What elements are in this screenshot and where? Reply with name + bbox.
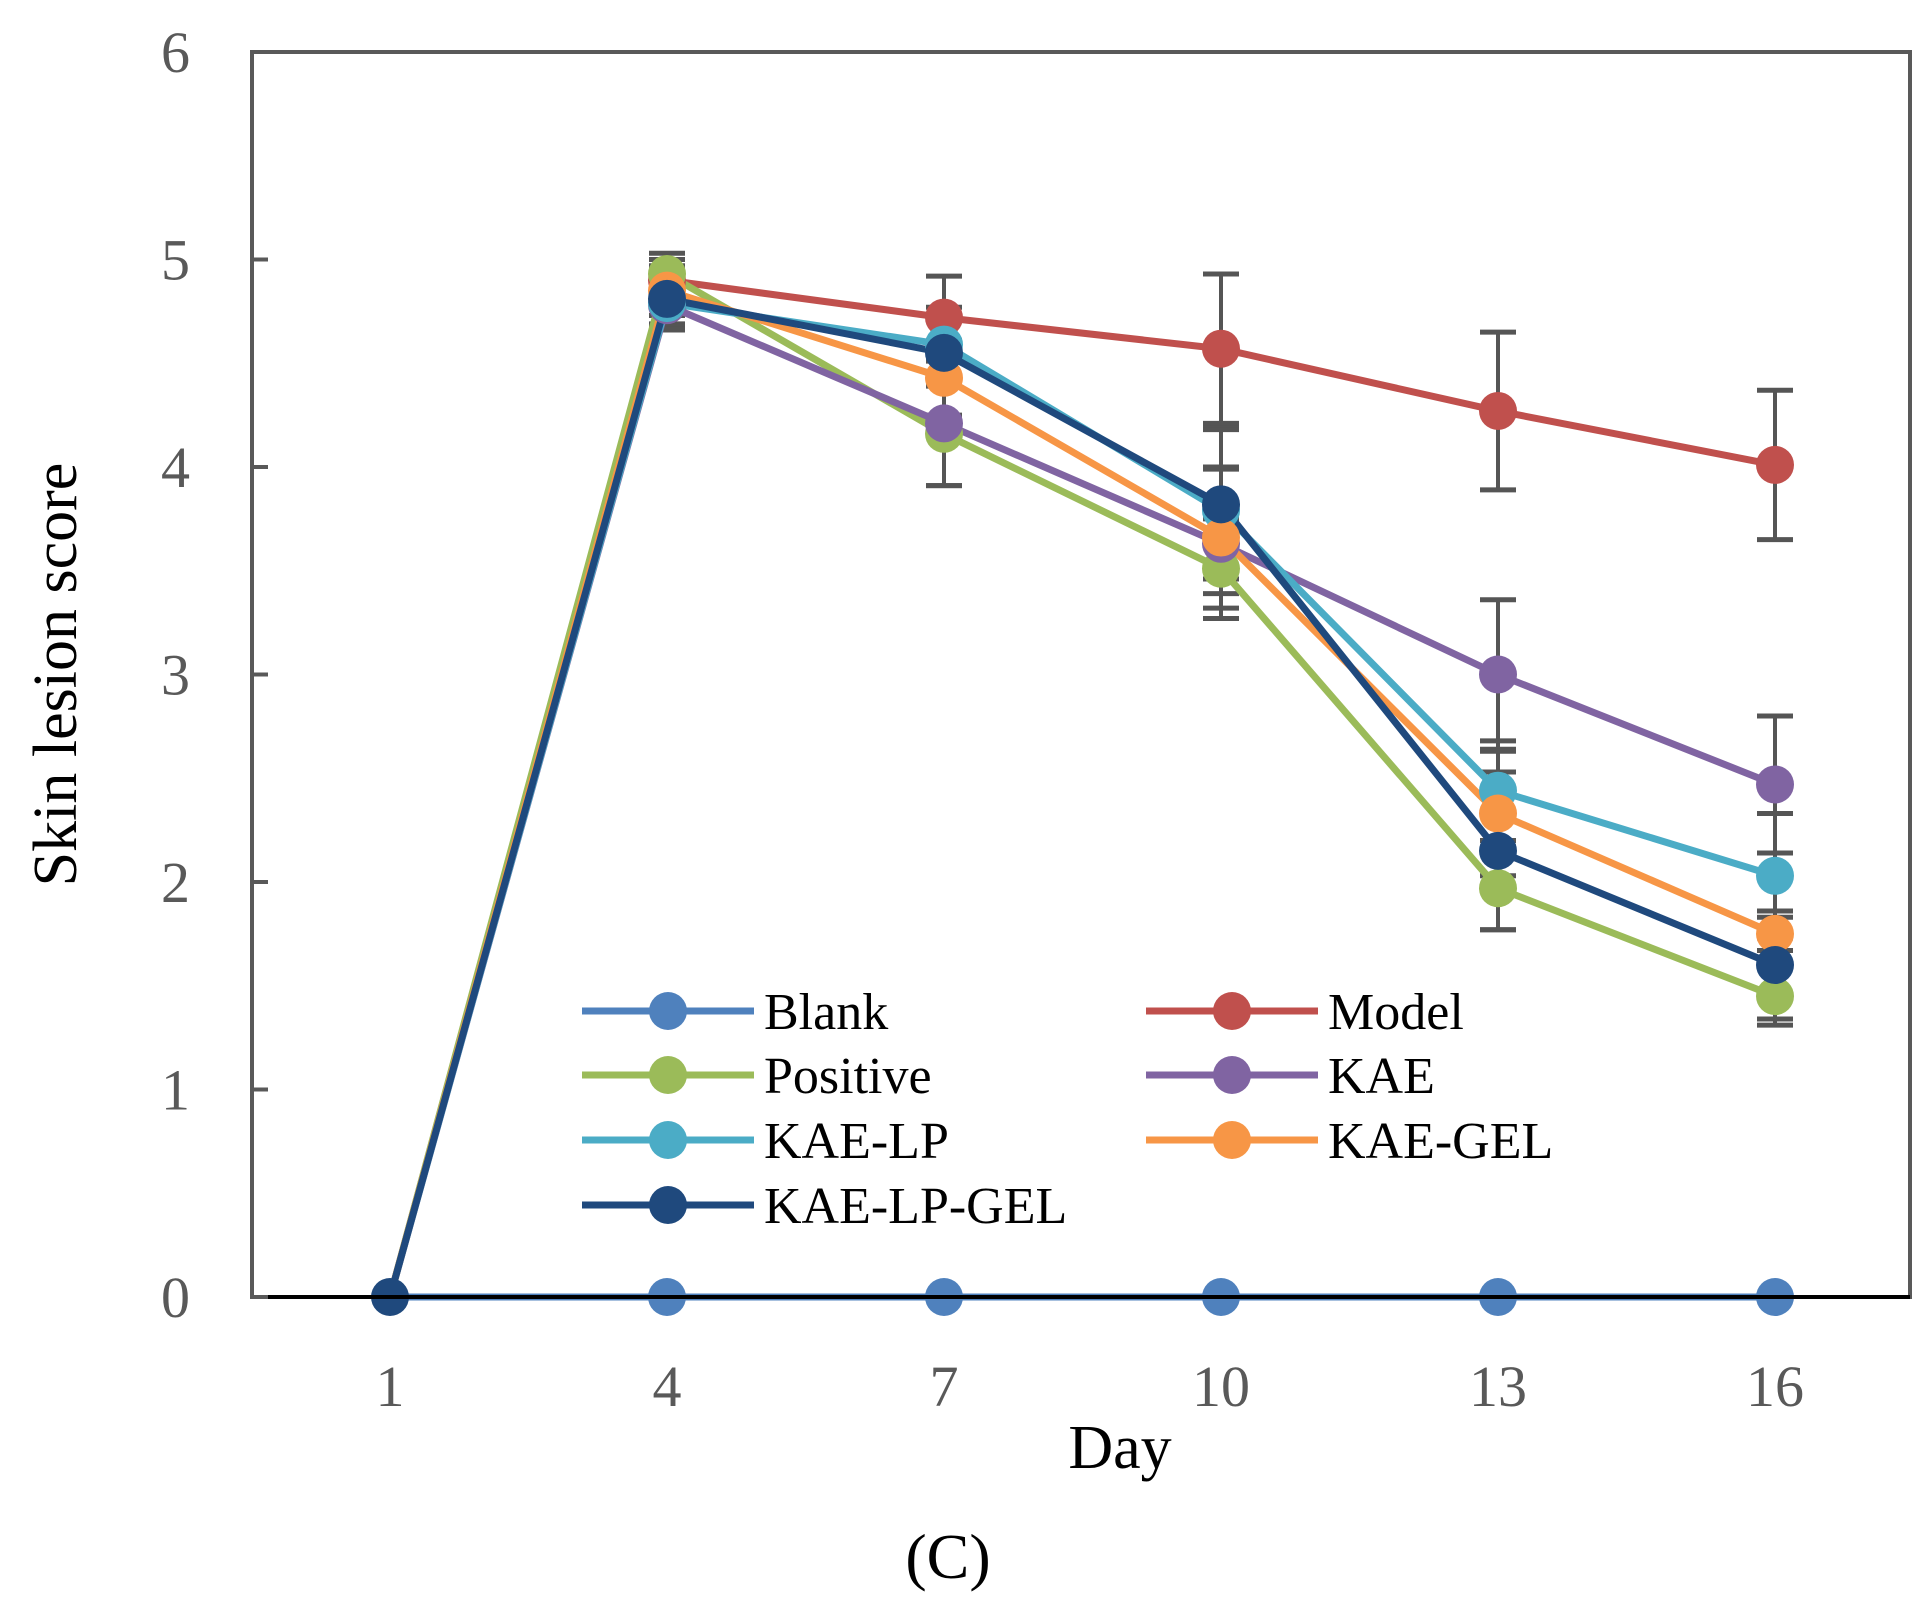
data-point-model <box>925 298 963 337</box>
y-axis-ticks: 0 1 2 3 4 5 6 <box>161 20 268 1330</box>
plot-frame <box>250 50 1912 1299</box>
y-tick-label: 4 <box>161 435 190 500</box>
data-point-kae-lp-gel <box>648 279 686 318</box>
data-point-kae-lp-gel <box>1479 831 1517 870</box>
data-point-kae-lp <box>1756 856 1794 895</box>
data-point-kae-lp-gel <box>1202 485 1240 524</box>
legend-label: KAE <box>1328 1048 1435 1105</box>
legend-item-positive: Positive <box>582 1048 932 1105</box>
data-point-kae <box>925 404 963 443</box>
data-point-kae-lp-gel <box>925 333 963 372</box>
x-tick-label: 10 <box>1192 1354 1250 1419</box>
series-markers <box>371 255 1794 1316</box>
x-tick-label: 13 <box>1469 1354 1527 1419</box>
panel-label: (C) <box>905 1521 990 1592</box>
legend-label: Model <box>1328 984 1464 1041</box>
data-point-kae-gel <box>1756 914 1794 953</box>
data-point-model <box>1202 329 1240 368</box>
legend-item-kae-lp-gel: KAE-LP-GEL <box>582 1178 1067 1235</box>
series-lines <box>386 270 1777 1301</box>
x-tick-label: 4 <box>653 1354 682 1419</box>
legend-item-kae-gel: KAE-GEL <box>1146 1113 1553 1170</box>
y-tick-label: 6 <box>161 20 190 85</box>
legend-label: Positive <box>764 1048 932 1105</box>
data-point-kae-gel <box>1479 794 1517 833</box>
series-line-model <box>386 276 1776 1298</box>
y-tick-label: 1 <box>161 1058 190 1123</box>
data-point-kae-lp-gel <box>1756 946 1794 984</box>
legend: Blank Model Positive KAE KAE-LP KAE-GEL KAE-LP… <box>582 984 1553 1235</box>
legend-label: KAE-LP <box>764 1113 949 1170</box>
x-tick-label: 16 <box>1746 1354 1804 1419</box>
data-point-kae-gel <box>1202 518 1240 557</box>
legend-item-blank: Blank <box>582 984 888 1041</box>
data-point-kae <box>1756 765 1794 804</box>
x-axis-title: Day <box>1068 1414 1171 1482</box>
legend-item-kae-lp: KAE-LP <box>582 1113 949 1170</box>
legend-label: Blank <box>764 984 888 1041</box>
y-tick-label: 3 <box>161 643 190 708</box>
y-axis-title: Skin lesion score <box>22 463 90 887</box>
data-point-model <box>1756 445 1794 484</box>
legend-label: KAE-LP-GEL <box>764 1178 1067 1235</box>
x-axis-ticks: 1 4 7 10 13 16 <box>376 1354 1805 1419</box>
data-point-kae <box>1479 655 1517 694</box>
legend-item-model: Model <box>1146 984 1464 1041</box>
data-point-positive <box>1479 869 1517 908</box>
data-point-model <box>1479 391 1517 430</box>
legend-item-kae: KAE <box>1146 1048 1435 1105</box>
data-point-positive <box>1756 977 1794 1016</box>
series-line-positive <box>386 270 1777 1298</box>
series-line-kae-lp <box>386 299 1777 1298</box>
legend-label: KAE-GEL <box>1328 1113 1553 1170</box>
y-tick-label: 5 <box>161 228 190 293</box>
x-tick-label: 7 <box>930 1354 959 1419</box>
y-tick-label: 0 <box>161 1265 190 1330</box>
series-line-kae-gel <box>386 287 1777 1298</box>
series-line-kae-lp-gel <box>386 295 1777 1298</box>
y-tick-label: 2 <box>161 850 190 915</box>
x-tick-label: 1 <box>376 1354 405 1419</box>
